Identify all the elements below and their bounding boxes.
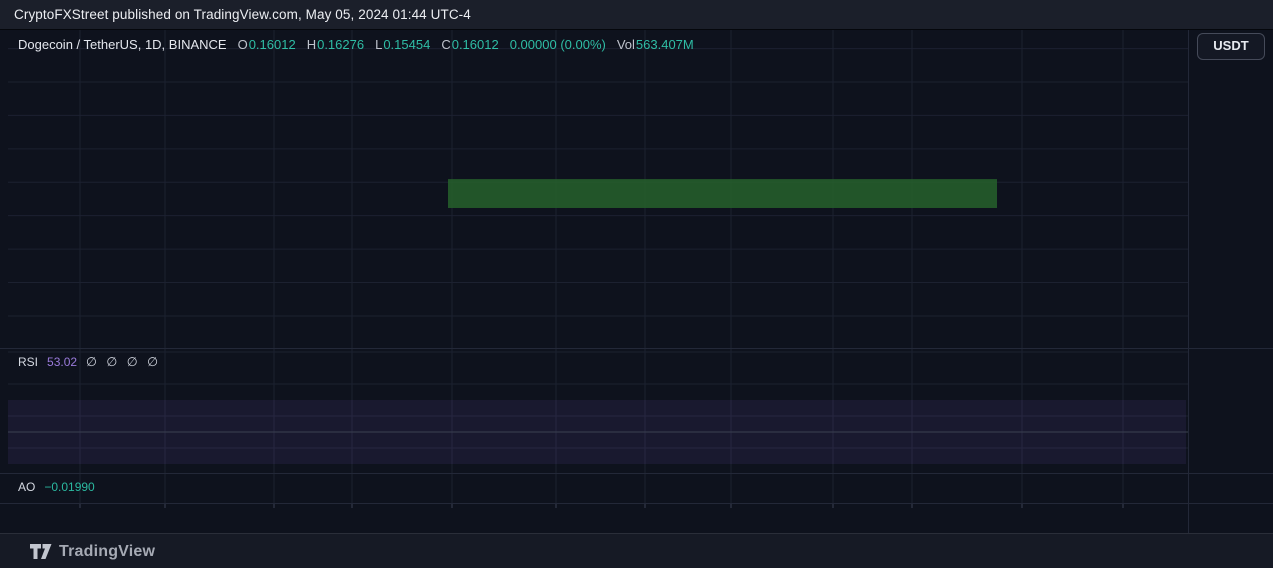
footer: TradingView xyxy=(0,533,1273,568)
ohlc-low: L 0.15454 xyxy=(375,37,431,52)
ohlc-open: O 0.16012 xyxy=(237,37,296,52)
symbol-title[interactable]: Dogecoin / TetherUS, 1D, BINANCE xyxy=(18,37,227,52)
rsi-value: 53.02 xyxy=(47,355,78,369)
chart-area[interactable]: Dogecoin / TetherUS, 1D, BINANCE O 0.1601… xyxy=(0,30,1273,533)
ao-label[interactable]: AO xyxy=(18,480,36,494)
pane-separator-ao[interactable] xyxy=(0,473,1273,474)
chart-canvas[interactable] xyxy=(0,30,1273,533)
attribution-text: CryptoFXStreet published on TradingView.… xyxy=(14,7,471,22)
rsi-empty-values: ∅ ∅ ∅ ∅ xyxy=(86,355,159,369)
gridlines xyxy=(8,30,1188,508)
volume: Vol 563.407M xyxy=(616,37,694,52)
symbol-legend: Dogecoin / TetherUS, 1D, BINANCE O 0.1601… xyxy=(18,37,694,52)
currency-toggle-button[interactable]: USDT xyxy=(1197,33,1265,60)
price-axis-separator xyxy=(1188,30,1189,533)
rsi-legend: RSI 53.02 ∅ ∅ ∅ ∅ xyxy=(18,354,158,369)
attribution-bar: CryptoFXStreet published on TradingView.… xyxy=(0,0,1273,30)
tradingview-logo-icon xyxy=(30,544,52,559)
ohlc-high: H 0.16276 xyxy=(306,37,365,52)
ohlc-close: C 0.16012 xyxy=(441,37,499,52)
pane-separator-rsi[interactable] xyxy=(0,348,1273,349)
ao-legend: AO −0.01990 xyxy=(18,480,95,494)
rsi-label[interactable]: RSI xyxy=(18,355,39,369)
time-axis-separator xyxy=(0,503,1273,504)
change-value: 0.00000 (0.00%) xyxy=(509,37,606,52)
tradingview-logo-text: TradingView xyxy=(59,542,156,560)
rsi-band xyxy=(8,400,1188,464)
ao-value: −0.01990 xyxy=(44,480,95,494)
demand-zone xyxy=(448,179,997,208)
tradingview-logo[interactable]: TradingView xyxy=(30,543,155,561)
